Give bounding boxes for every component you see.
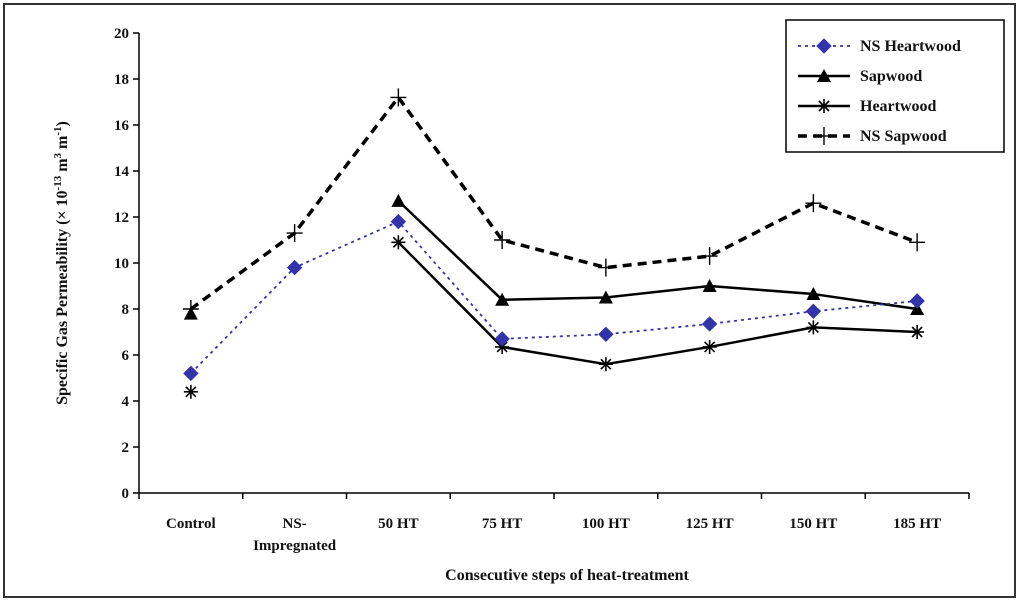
data-point-ns-heartwood	[598, 326, 614, 343]
x-tick-label: 100 HT	[582, 516, 630, 532]
data-point-ns-sapwood	[701, 247, 718, 266]
x-tick-label: 75 HT	[482, 516, 522, 532]
data-point-ns-sapwood	[494, 231, 511, 249]
data-point-heartwood	[391, 235, 406, 250]
y-tick-label: 10	[114, 256, 129, 272]
data-point-sapwood	[495, 292, 510, 306]
series-line-sapwood	[397, 199, 918, 311]
y-tick-label: 2	[122, 440, 130, 456]
legend-marker-heartwood	[817, 99, 831, 113]
series-line-heartwood	[397, 241, 918, 366]
chart-frame: 0 2 4 6 8 10 12 14 16 18 20 Control NS-Impregnated 50…	[3, 3, 1016, 598]
y-axis-title: Specific Gas Permeability (× 10-13 m3 m-…	[52, 121, 71, 405]
legend-label-ns-sapwood: NS Sapwood	[860, 128, 947, 145]
data-point-heartwood	[702, 339, 717, 354]
legend-marker-sapwood	[817, 69, 831, 82]
legend-label-ns-heartwood: NS Heartwood	[860, 38, 961, 55]
data-point-sapwood	[598, 290, 613, 304]
data-point-ns-heartwood	[494, 331, 510, 347]
data-point-heartwood	[598, 357, 613, 372]
data-point-ns-sapwood	[286, 224, 303, 243]
data-point-heartwood	[806, 320, 821, 335]
data-point-sapwood	[391, 193, 406, 207]
data-point-ns-sapwood	[390, 88, 407, 107]
data-point-ns-heartwood	[805, 303, 822, 320]
data-point-ns-sapwood	[909, 233, 926, 252]
legend-marker-ns-sapwood	[816, 127, 832, 145]
series-line-ns-sapwood	[189, 95, 918, 311]
data-point-ns-sapwood	[597, 258, 614, 277]
y-tick-label: 14	[114, 164, 130, 180]
x-tick-label: NS-Impregnated	[253, 516, 337, 554]
y-tick-label: 18	[114, 72, 129, 88]
data-point-ns-sapwood	[805, 194, 822, 213]
x-tick-label: Control	[166, 516, 216, 532]
legend-label-heartwood: Heartwood	[860, 98, 937, 115]
y-tick-label: 0	[122, 486, 130, 502]
legend-marker-ns-heartwood	[816, 38, 832, 54]
y-tick-label: 8	[122, 302, 130, 318]
data-point-ns-heartwood	[183, 365, 199, 382]
data-point-ns-heartwood	[701, 316, 718, 332]
data-point-heartwood	[183, 384, 198, 399]
y-tick-label: 6	[122, 348, 130, 364]
data-point-ns-heartwood	[909, 293, 925, 309]
x-tick-label: 125 HT	[686, 516, 734, 532]
line-chart: 0 2 4 6 8 10 12 14 16 18 20 Control NS-Impregnated 50…	[52, 19, 1005, 584]
data-point-sapwood	[806, 287, 821, 301]
data-point-ns-heartwood	[390, 213, 407, 230]
data-point-heartwood	[910, 325, 925, 339]
y-tick-label: 20	[114, 26, 129, 42]
y-tick-label: 4	[122, 394, 130, 410]
y-tick-label: 16	[114, 118, 130, 134]
data-point-heartwood	[495, 339, 510, 354]
x-tick-label: 185 HT	[893, 516, 941, 532]
x-axis-title: Consecutive steps of heat-treatment	[445, 567, 689, 584]
x-tick-label: 50 HT	[378, 516, 418, 532]
x-tick-label: 150 HT	[789, 516, 837, 532]
data-point-sapwood	[183, 306, 198, 320]
series-line-ns-heartwood	[190, 220, 918, 375]
y-tick-label: 12	[114, 210, 129, 226]
data-point-sapwood	[702, 279, 717, 292]
data-point-ns-heartwood	[286, 259, 303, 276]
legend-label-sapwood: Sapwood	[860, 68, 922, 85]
